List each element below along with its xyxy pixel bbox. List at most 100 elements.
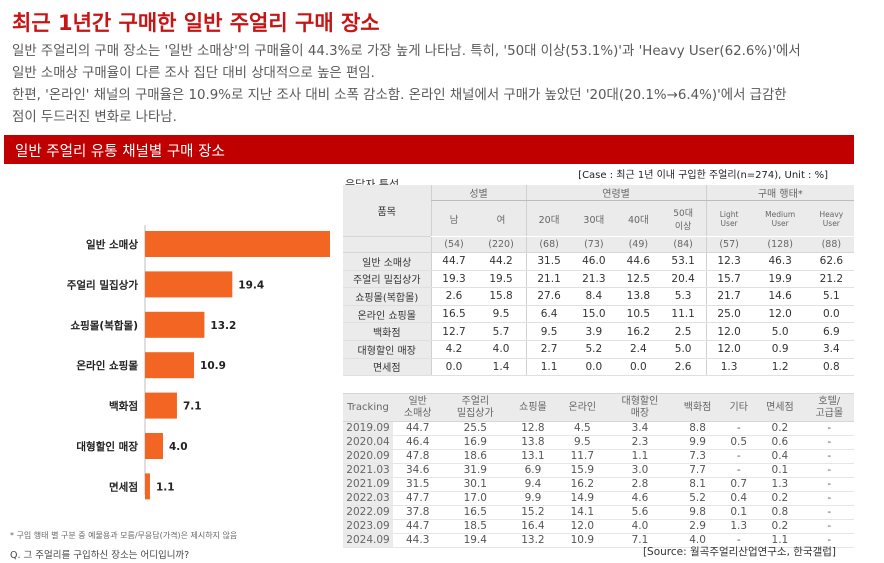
table-cell: 46.4 [393,435,443,450]
table-cell: 2.9 [672,519,723,534]
table-row: 2022.09 37.8 16.5 15.2 14.1 5.6 9.8 0.1 0.8- [343,505,854,520]
table-row: 일반 소매상 44.7 44.2 31.5 46.0 44.6 53.1 12.3 46.3 62… [343,252,854,271]
table-cell: 19.3 [430,270,477,289]
table-cell: 1.3 [722,519,756,534]
sample-size: (49) [616,236,661,253]
table-cell: 20.4 [660,270,707,289]
question: Q. 그 주얼리를 구입하신 장소는 어디입니까? [10,550,190,561]
section-header: 일반 주얼리 유통 채널별 구매 장소 [4,135,854,164]
page-title: 최근 1년간 구매한 일반 주얼리 구매 장소 [12,11,380,35]
table-cell: 44.3 [393,533,443,548]
table-cell: - [804,491,854,506]
table-cell: 19.4 [442,533,509,548]
table-cell: 8.4 [571,287,617,306]
table-cell: 2.6 [430,287,477,306]
table-cell: 0.4 [722,491,756,506]
table-cell: 15.0 [571,305,617,324]
table-row: 2019.09 44.7 25.5 12.8 4.5 3.4 8.8-0.2- [343,421,854,436]
category-label: 주얼리 밀집상가 [67,278,139,291]
category-label: 면세점 [109,480,138,493]
table-cell: 25.0 [705,305,752,324]
category-label: 일반 소매상 [86,238,138,251]
table-cell: 46.0 [571,252,617,271]
table-cell: 9.8 [672,505,723,520]
sample-size: (128) [751,236,809,253]
table-cell: 0.0 [616,358,661,377]
table-cell: 10.9 [557,533,608,548]
table-cell: 0.2 [755,491,805,506]
column-header: Medium User [751,200,809,237]
table-cell: 3.4 [808,340,854,359]
column-header: 여 [476,200,527,237]
column-header: 20대 [525,200,572,237]
table-cell: 9.9 [508,491,558,506]
table-cell: - [804,533,854,548]
table-row: 백화점 12.7 5.7 9.5 3.9 16.2 2.5 12.0 5.0 6.9 [343,322,854,341]
table-cell: 4.0 [672,533,723,548]
table-cell: 13.1 [508,449,558,464]
row-label: 2020.09 [343,449,393,464]
row-label: 2019.09 [343,421,393,436]
table-row: 2024.09 44.3 19.4 13.2 10.9 7.1 4.0-1.1- [343,533,854,548]
column-header: 50대 이상 [660,200,707,237]
bar [145,231,330,257]
table-cell: 62.6 [808,252,854,271]
table-cell: 1.2 [751,358,809,377]
table-row: 2022.03 47.7 17.0 9.9 14.9 4.6 5.2 0.4 0.2- [343,491,854,506]
column-header: 40대 [616,200,661,237]
table-cell: 0.2 [755,519,805,534]
table-cell: 25.5 [442,421,509,436]
table-cell: 12.7 [430,322,477,341]
column-header: 주얼리 밀집상가 [442,393,509,422]
table-cell: 31.5 [393,477,443,492]
description-line: 한편, '온라인' 채널의 구매율은 10.9%로 지난 조사 대비 소폭 감소… [12,88,787,103]
table-cell: 2.5 [660,322,707,341]
tracking-table: Tracking 일반 소매상 주얼리 밀집상가 쇼핑몰 온라인 대형할인 매장 백화점 기타 면세점… [343,393,854,548]
table-cell: 5.0 [660,340,707,359]
row-label: 2022.03 [343,491,393,506]
table-cell: 19.5 [476,270,527,289]
table-cell: 0.4 [755,449,805,464]
table-cell: 12.0 [751,305,809,324]
table-cell: 9.9 [672,435,723,450]
table-cell: 7.1 [607,533,673,548]
row-label: 2020.04 [343,435,393,450]
category-label: 대형할인 매장 [76,440,138,453]
table-cell: 47.8 [393,449,443,464]
table-cell: 44.6 [616,252,661,271]
table-row: 2023.09 44.7 18.5 16.4 12.0 4.0 2.9 1.3 0.2- [343,519,854,534]
source: [Source: 월곡주얼리산업연구소, 한국갤럽] [642,546,836,558]
table-cell: 0.1 [722,505,756,520]
table-row: 온라인 쇼핑몰 16.5 9.5 6.4 15.0 10.5 11.1 25.0 12.0 0.0 [343,305,854,324]
sample-size-row: (54) (220) (68) (73) (49) (84) (57) (128) (88) [343,236,854,253]
table-cell: 18.5 [442,519,509,534]
column-header: 백화점 [672,393,723,422]
table-cell: 5.0 [751,322,809,341]
table-row: 쇼핑몰(복합몰) 2.6 15.8 27.6 8.4 13.8 5.3 21.7 14.6 5.1 [343,287,854,306]
table-cell: 21.1 [525,270,572,289]
row-label: 쇼핑몰(복합몰) [343,287,431,306]
table-cell: 13.8 [616,287,661,306]
table-cell: 21.3 [571,270,617,289]
column-header: Light User [705,200,752,237]
table-cell: 0.5 [722,435,756,450]
table-row: 면세점 0.0 1.4 1.1 0.0 0.0 2.6 1.3 1.2 0.8 [343,358,854,377]
table-cell: 1.1 [607,449,673,464]
table-cell: 2.8 [607,477,673,492]
row-label: 2022.09 [343,505,393,520]
table-row: 2021.09 31.5 30.1 9.4 16.2 2.8 8.1 0.7 1.3- [343,477,854,492]
table-cell: 1.3 [755,477,805,492]
category-label: 온라인 쇼핑몰 [76,359,138,372]
column-header: Tracking [343,393,393,422]
value-label: 7.1 [183,401,202,413]
table-cell: 12.5 [616,270,661,289]
table-cell: 16.4 [508,519,558,534]
column-header: 남 [430,200,477,237]
row-label: 면세점 [343,358,431,377]
table-cell: 9.4 [508,477,558,492]
column-header: Heavy User [808,200,854,237]
table-cell: 0.9 [751,340,809,359]
table-cell: 13.8 [508,435,558,450]
table-cell: 16.2 [616,322,661,341]
